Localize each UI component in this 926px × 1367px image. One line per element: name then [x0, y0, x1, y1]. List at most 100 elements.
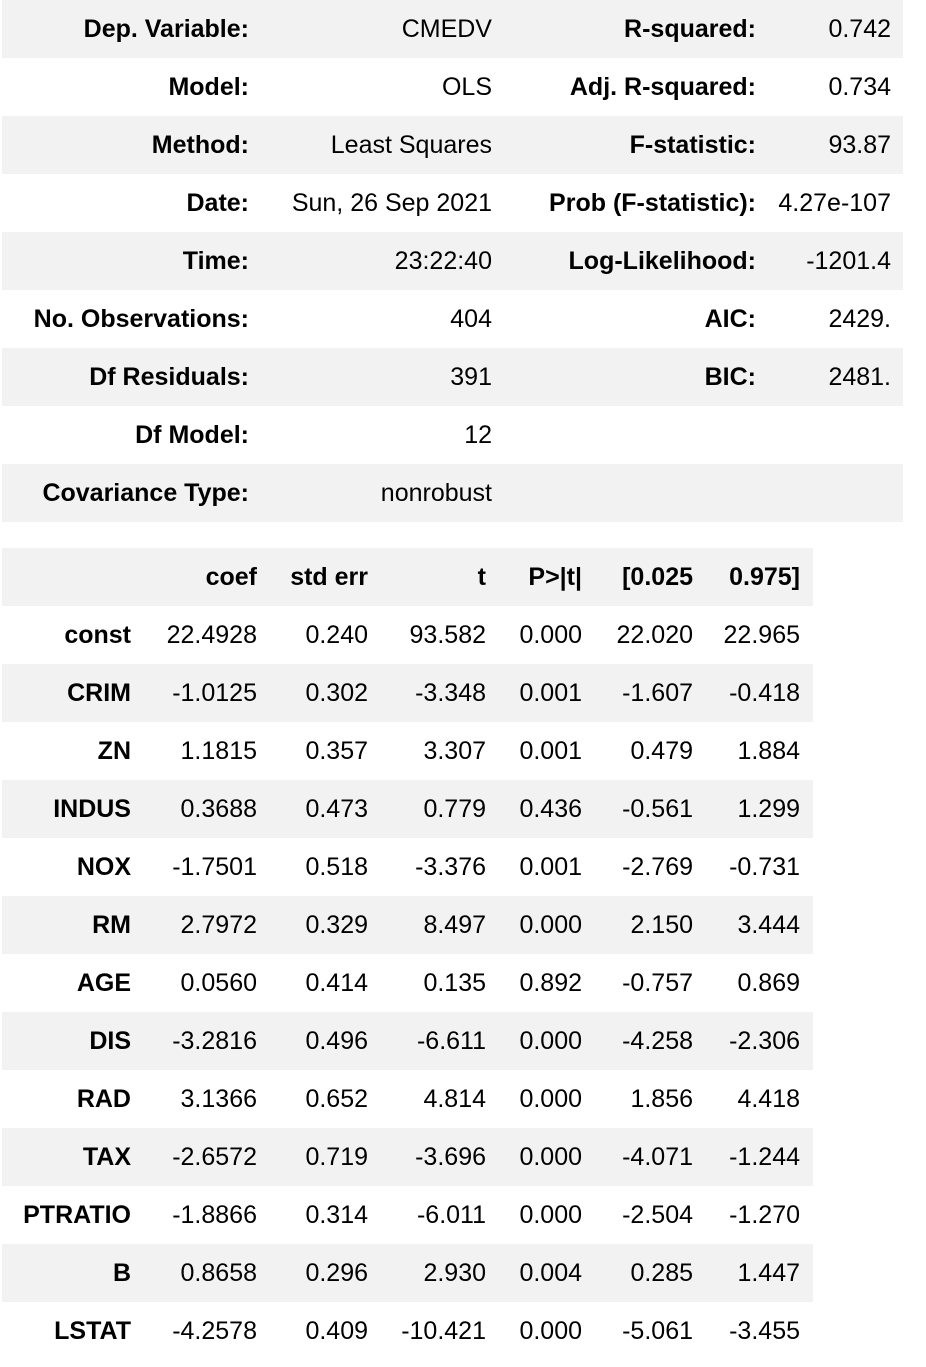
column-header: coef	[205, 562, 257, 591]
summary-value: nonrobust	[380, 478, 492, 507]
table-cell: 0.001	[519, 678, 582, 707]
table-cell: -6.611	[416, 1026, 486, 1055]
row-label: NOX	[76, 852, 131, 881]
table-cell: -6.011	[416, 1200, 486, 1229]
summary-value: Sun, 26 Sep 2021	[291, 188, 492, 217]
table-cell: -1.8866	[172, 1200, 257, 1229]
table-row: Model: OLS Adj. R-squared: 0.734	[2, 58, 903, 116]
table-cell: 22.020	[616, 620, 693, 649]
table-cell: 0.302	[305, 678, 368, 707]
table-cell: 8.497	[423, 910, 486, 939]
table-cell: -4.2578	[172, 1316, 257, 1345]
summary-value: CMEDV	[401, 14, 492, 43]
table-cell: -3.376	[415, 852, 486, 881]
summary-value: 404	[450, 304, 492, 333]
summary-value: 23:22:40	[394, 246, 492, 275]
table-cell: 4.418	[737, 1084, 800, 1113]
table-cell: 2.7972	[180, 910, 257, 939]
table-cell: -4.071	[622, 1142, 693, 1171]
column-header	[2, 548, 144, 606]
table-cell: 0.779	[423, 794, 486, 823]
table-cell: -1.0125	[172, 678, 257, 707]
table-cell: 0.001	[519, 736, 582, 765]
table-cell: -5.061	[622, 1316, 693, 1345]
table-cell: 0.000	[519, 1200, 582, 1229]
summary-value	[767, 464, 903, 522]
table-cell: -1.607	[622, 678, 693, 707]
row-label: RM	[92, 910, 131, 939]
summary-value	[767, 406, 903, 464]
table-row: LSTAT -4.2578 0.409 -10.421 0.000 -5.061…	[2, 1302, 813, 1360]
table-row: No. Observations: 404 AIC: 2429.	[2, 290, 903, 348]
summary-label	[503, 464, 767, 522]
table-cell: -3.455	[729, 1316, 800, 1345]
table-cell: 0.000	[519, 1316, 582, 1345]
summary-value: 2429.	[828, 304, 891, 333]
column-header: 0.975]	[729, 562, 800, 591]
table-cell: 0.001	[519, 852, 582, 881]
summary-label: No. Observations:	[33, 304, 249, 333]
table-row: TAX -2.6572 0.719 -3.696 0.000 -4.071 -1…	[2, 1128, 813, 1186]
summary-value: OLS	[441, 72, 492, 101]
summary-label: BIC:	[704, 362, 756, 391]
table-row: Df Model: 12	[2, 406, 903, 464]
table-cell: 0.004	[519, 1258, 582, 1287]
row-label: PTRATIO	[23, 1200, 131, 1229]
table-cell: 0.436	[519, 794, 582, 823]
table-cell: 0.8658	[180, 1258, 257, 1287]
regression-summary-table: Dep. Variable: CMEDV R-squared: 0.742 Mo…	[2, 0, 903, 522]
table-cell: -2.769	[622, 852, 693, 881]
table-cell: -1.7501	[172, 852, 257, 881]
table-row: CRIM -1.0125 0.302 -3.348 0.001 -1.607 -…	[2, 664, 813, 722]
table-row: Covariance Type: nonrobust	[2, 464, 903, 522]
table-cell: 0.3688	[180, 794, 257, 823]
row-label: LSTAT	[54, 1316, 131, 1345]
table-row: Time: 23:22:40 Log-Likelihood: -1201.4	[2, 232, 903, 290]
table-cell: -3.348	[415, 678, 486, 707]
table-cell: 93.582	[409, 620, 486, 649]
summary-value: 0.742	[828, 14, 891, 43]
table-cell: 0.240	[305, 620, 368, 649]
summary-value: -1201.4	[806, 246, 891, 275]
row-label: INDUS	[53, 794, 131, 823]
table-cell: 0.357	[305, 736, 368, 765]
table-cell: 22.4928	[166, 620, 257, 649]
table-row: const 22.4928 0.240 93.582 0.000 22.020 …	[2, 606, 813, 664]
row-label: RAD	[76, 1084, 131, 1113]
table-cell: 0.409	[305, 1316, 368, 1345]
table-row: B 0.8658 0.296 2.930 0.004 0.285 1.447	[2, 1244, 813, 1302]
table-row: RAD 3.1366 0.652 4.814 0.000 1.856 4.418	[2, 1070, 813, 1128]
summary-label: Date:	[186, 188, 249, 217]
table-cell: 0.000	[519, 1026, 582, 1055]
table-cell: 0.479	[630, 736, 693, 765]
table-row: Method: Least Squares F-statistic: 93.87	[2, 116, 903, 174]
table-cell: -4.258	[622, 1026, 693, 1055]
table-row: DIS -3.2816 0.496 -6.611 0.000 -4.258 -2…	[2, 1012, 813, 1070]
table-row: AGE 0.0560 0.414 0.135 0.892 -0.757 0.86…	[2, 954, 813, 1012]
table-cell: 0.314	[305, 1200, 368, 1229]
summary-label	[503, 406, 767, 464]
summary-label: Df Residuals:	[89, 362, 249, 391]
table-cell: 0.135	[423, 968, 486, 997]
table-cell: 0.518	[305, 852, 368, 881]
table-row: PTRATIO -1.8866 0.314 -6.011 0.000 -2.50…	[2, 1186, 813, 1244]
summary-label: Df Model:	[135, 420, 249, 449]
table-cell: 1.884	[737, 736, 800, 765]
summary-label: Dep. Variable:	[83, 14, 249, 43]
table-cell: 0.000	[519, 620, 582, 649]
table-cell: 2.150	[630, 910, 693, 939]
summary-label: F-statistic:	[629, 130, 756, 159]
table-cell: 1.1815	[180, 736, 257, 765]
table-header-row: coef std err t P>|t| [0.025 0.975]	[2, 548, 813, 606]
table-cell: 4.814	[423, 1084, 486, 1113]
summary-value: 0.734	[828, 72, 891, 101]
table-cell: -2.6572	[172, 1142, 257, 1171]
row-label: TAX	[82, 1142, 131, 1171]
table-cell: 1.856	[630, 1084, 693, 1113]
table-cell: 0.414	[305, 968, 368, 997]
table-cell: 0.652	[305, 1084, 368, 1113]
row-label: ZN	[97, 736, 131, 765]
table-cell: 0.000	[519, 1084, 582, 1113]
summary-label: Method:	[151, 130, 249, 159]
table-row: RM 2.7972 0.329 8.497 0.000 2.150 3.444	[2, 896, 813, 954]
